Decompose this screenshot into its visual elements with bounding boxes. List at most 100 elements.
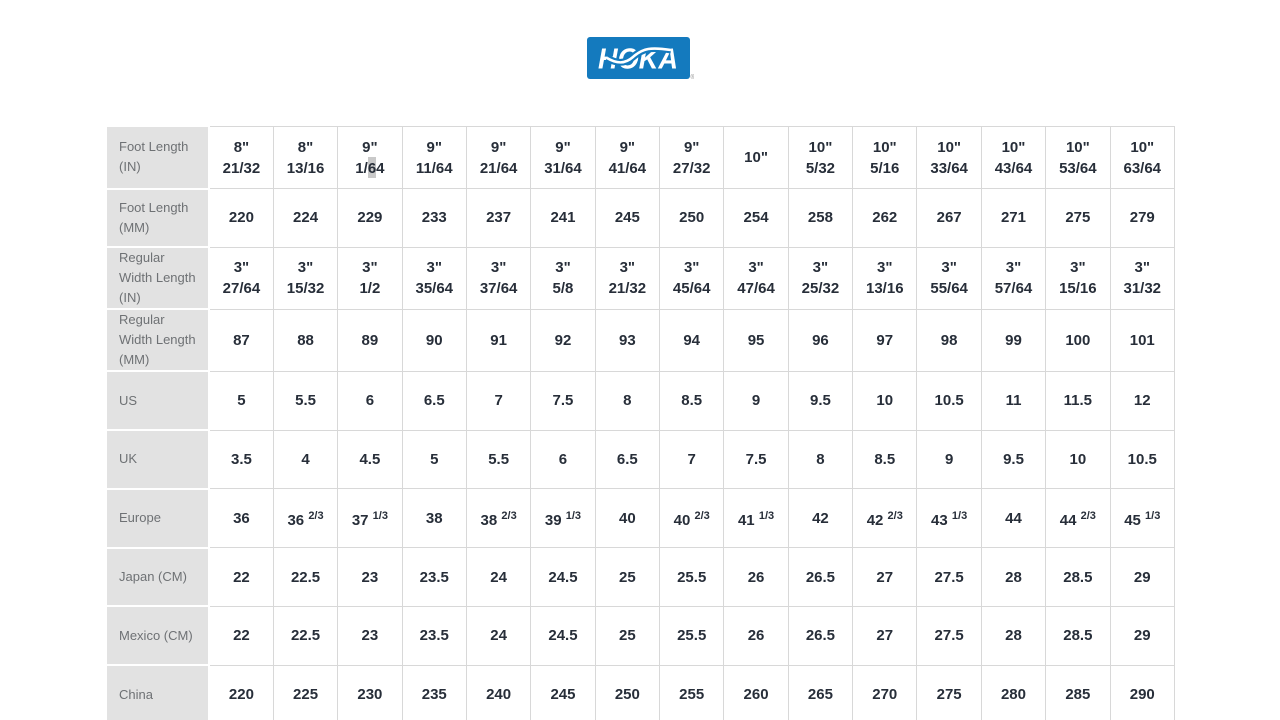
- size-cell: 22.5: [272, 605, 339, 666]
- size-cell: 8.5: [659, 370, 725, 431]
- size-cell: 22.5: [272, 547, 339, 607]
- size-cell: 4: [272, 429, 339, 490]
- row-label: Regular Width Length (IN): [107, 247, 210, 311]
- size-cell: 9.5: [787, 370, 854, 431]
- size-cell: 29: [1109, 605, 1176, 666]
- size-cell: 8" 13/16: [272, 126, 339, 189]
- size-cell: 3" 55/64: [916, 246, 982, 310]
- table-row: Foot Length (IN) 8" 21/32 8" 13/16 9" 1/64 9" 11…: [107, 126, 1176, 190]
- hoka-logo[interactable]: HOKA ®: [587, 37, 696, 81]
- size-cell: 258: [787, 188, 854, 248]
- size-cell: 24: [465, 605, 532, 666]
- size-cell: 262: [852, 188, 918, 248]
- row-label: Europe: [107, 488, 210, 549]
- size-cell: 9" 31/64: [530, 126, 596, 189]
- size-cell: 36 2/3: [272, 488, 339, 549]
- size-cell: 92: [530, 308, 596, 372]
- size-cell: 90: [401, 308, 467, 372]
- size-cell: 11.5: [1045, 370, 1111, 431]
- size-cell: 95: [723, 308, 789, 372]
- size-cell: 101: [1109, 308, 1176, 372]
- size-cell: 42 2/3: [852, 488, 918, 549]
- row-label: Foot Length (MM): [107, 188, 210, 249]
- size-cell: 290: [1109, 664, 1176, 720]
- size-cell: 10" 53/64: [1045, 126, 1111, 189]
- size-cell: 27.5: [916, 605, 982, 666]
- size-cell: 38: [401, 488, 467, 549]
- size-cell: 98: [916, 308, 982, 372]
- size-cell: 22: [208, 605, 274, 666]
- size-cell: 3" 25/32: [787, 246, 854, 310]
- size-cell: 97: [852, 308, 918, 372]
- size-cell: 225: [272, 664, 339, 720]
- size-cell: 10: [1045, 429, 1111, 490]
- size-cell: 100: [1045, 308, 1111, 372]
- size-cell: 87: [208, 308, 274, 372]
- size-cell: 10: [852, 370, 918, 431]
- size-cell: 3" 15/16: [1045, 246, 1111, 310]
- size-cell: 43 1/3: [916, 488, 982, 549]
- size-cell: 10" 5/32: [787, 126, 854, 189]
- size-cell: 26.5: [787, 547, 854, 607]
- size-cell: 254: [723, 188, 789, 248]
- size-cell: 10" 33/64: [916, 126, 982, 189]
- size-cell: 10" 43/64: [980, 126, 1047, 189]
- size-cell: 9" 41/64: [594, 126, 661, 189]
- row-label: Mexico (CM): [107, 606, 210, 667]
- size-cell: 220: [208, 188, 274, 248]
- row-label: US: [107, 371, 210, 432]
- size-cell: 3" 13/16: [852, 246, 918, 310]
- size-cell: 38 2/3: [465, 488, 532, 549]
- size-cell: 7: [659, 429, 725, 490]
- size-cell: 275: [1045, 188, 1111, 248]
- size-cell: 6.5: [401, 370, 467, 431]
- size-cell: 25.5: [659, 547, 725, 607]
- hoka-logo-icon: HOKA ®: [587, 37, 696, 81]
- size-cell: 23: [337, 605, 403, 666]
- size-cell: 8" 21/32: [208, 126, 274, 189]
- size-cell: 37 1/3: [337, 488, 403, 549]
- size-cell: 7: [465, 370, 532, 431]
- size-cell: 8: [594, 370, 661, 431]
- logo-swoosh-icon: [606, 47, 672, 64]
- table-row: UK 3.5 4 4.5 5 5.5 6 6.5 7 7.5 8 8.5 9 9.5 10 10.5: [107, 429, 1176, 490]
- size-cell: 9: [723, 370, 789, 431]
- size-cell: 44 2/3: [1045, 488, 1111, 549]
- size-table-body: Foot Length (IN) 8" 21/32 8" 13/16 9" 1/64 9" 11…: [107, 126, 1176, 720]
- size-cell: 25: [594, 547, 661, 607]
- size-cell: 25.5: [659, 605, 725, 666]
- size-cell: 25: [594, 605, 661, 666]
- size-cell: 3" 47/64: [723, 246, 789, 310]
- size-cell: 89: [337, 308, 403, 372]
- size-cell: 10" 63/64: [1109, 126, 1176, 189]
- size-cell: 23.5: [401, 547, 467, 607]
- row-label: Regular Width Length (MM): [107, 309, 210, 373]
- size-cell: 6: [530, 429, 596, 490]
- row-label: Foot Length (IN): [107, 126, 210, 190]
- registered-trademark-symbol: ®: [691, 74, 695, 81]
- size-cell: 36: [208, 488, 274, 549]
- size-cell: 88: [272, 308, 339, 372]
- size-cell: 235: [401, 664, 467, 720]
- size-cell: 28.5: [1045, 605, 1111, 666]
- size-cell: 28: [980, 605, 1047, 666]
- table-row: Europe 36 36 2/3 37 1/3 38 38 2/3 39 1/3 40 40 2…: [107, 488, 1176, 549]
- size-cell: 230: [337, 664, 403, 720]
- table-row: US 5 5.5 6 6.5 7 7.5 8 8.5 9 9.5 10 10.5 11 11.5 12: [107, 370, 1176, 432]
- size-cell: 240: [465, 664, 532, 720]
- size-cell: 7.5: [723, 429, 789, 490]
- table-row: China 220 225 230 235 240 245 250 255 260 265 270 27…: [107, 664, 1176, 720]
- table-row: Mexico (CM) 22 22.5 23 23.5 24 24.5 25 25.5 26 26.…: [107, 605, 1176, 667]
- size-cell: 3" 57/64: [980, 246, 1047, 310]
- size-cell: 29: [1109, 547, 1176, 607]
- size-cell: 250: [594, 664, 661, 720]
- size-cell: 5: [208, 370, 274, 431]
- row-label: UK: [107, 430, 210, 490]
- size-cell: 220: [208, 664, 274, 720]
- size-cell: 91: [465, 308, 532, 372]
- size-cell: 224: [272, 188, 339, 248]
- size-cell: 255: [659, 664, 725, 720]
- size-cell: 40 2/3: [659, 488, 725, 549]
- size-cell: 267: [916, 188, 982, 248]
- size-cell: 9: [916, 429, 982, 490]
